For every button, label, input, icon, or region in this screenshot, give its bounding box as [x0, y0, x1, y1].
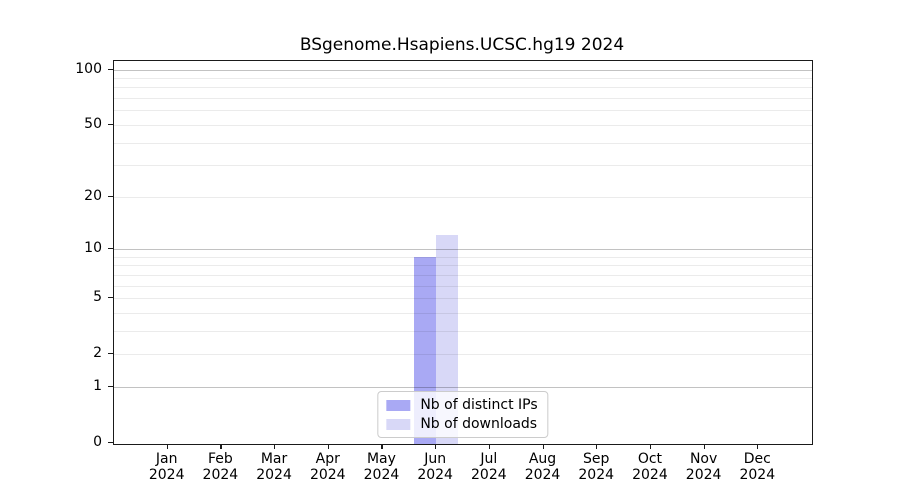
y-tick-mark — [108, 442, 113, 444]
x-tick-line: Dec — [743, 451, 771, 467]
x-tick-mark — [649, 445, 652, 449]
y-tick-mark — [108, 385, 113, 388]
x-tick-mark — [166, 445, 168, 449]
x-tick-label: Sep 2024 — [566, 451, 626, 483]
x-tick-label: Aug 2024 — [513, 451, 573, 483]
gridline-minor — [114, 124, 812, 126]
plot-area: Nb of distinct IPs Nb of downloads — [113, 60, 813, 445]
y-tick-label: 10 — [84, 239, 102, 256]
x-tick-line: Aug — [528, 451, 557, 467]
x-tick-label: Jan 2024 — [137, 451, 197, 483]
x-tick-line: 2024 — [202, 467, 239, 483]
x-tick-mark — [274, 445, 276, 449]
x-tick-mark — [381, 445, 383, 449]
legend-swatch — [386, 418, 411, 430]
x-tick-label: Oct 2024 — [620, 451, 680, 483]
x-tick-line: 2024 — [363, 467, 400, 483]
x-tick-mark — [542, 445, 544, 449]
x-tick-line: 2024 — [578, 467, 615, 483]
x-tick-mark — [703, 445, 705, 449]
x-tick-label: Jun 2024 — [405, 451, 465, 483]
x-tick-line: Mar — [260, 451, 288, 467]
y-tick-label: 100 — [75, 60, 102, 77]
legend-swatch — [386, 399, 411, 411]
chart-title: BSgenome.Hsapiens.UCSC.hg19 2024 — [299, 35, 625, 55]
x-tick-line: Feb — [207, 451, 233, 467]
gridline-major — [114, 69, 812, 71]
gridline-minor — [114, 298, 812, 300]
gridline-minor — [114, 256, 812, 258]
x-tick-line: Sep — [583, 451, 610, 467]
y-tick-mark — [108, 68, 113, 70]
y-tick-label: 5 — [93, 289, 102, 306]
gridline-minor — [114, 165, 812, 167]
x-tick-line: 2024 — [685, 467, 722, 483]
x-tick-line: 2024 — [739, 467, 776, 483]
x-tick-mark — [488, 445, 491, 449]
y-tick-mark — [108, 123, 113, 126]
x-tick-label: Jul 2024 — [459, 451, 519, 483]
y-tick-mark — [108, 297, 113, 299]
x-tick-mark — [220, 445, 222, 449]
gridline-minor — [114, 274, 812, 276]
x-tick-mark — [435, 445, 437, 449]
legend-item: Nb of downloads — [386, 416, 537, 432]
x-tick-line: 2024 — [632, 467, 668, 483]
x-tick-mark — [327, 445, 329, 449]
gridline-major — [114, 386, 812, 388]
gridline-minor — [114, 196, 812, 198]
x-tick-line: Nov — [689, 451, 718, 467]
x-tick-line: Oct — [637, 451, 663, 467]
gridline-minor — [114, 98, 812, 100]
x-tick-line: 2024 — [417, 467, 453, 483]
gridline-major — [114, 248, 812, 250]
gridline-minor — [114, 285, 812, 287]
x-tick-line: Jul — [480, 451, 498, 467]
gridline-minor — [114, 142, 812, 144]
x-tick-mark — [757, 445, 759, 449]
x-tick-label: May 2024 — [351, 451, 411, 483]
x-tick-line: 2024 — [309, 467, 346, 483]
x-tick-line: 2024 — [148, 467, 185, 483]
gridline-minor — [114, 265, 812, 267]
x-tick-label: Nov 2024 — [674, 451, 734, 483]
x-tick-line: Jan — [155, 451, 178, 467]
x-tick-line: Apr — [315, 451, 340, 467]
y-tick-label: 50 — [84, 115, 102, 132]
y-tick-label: 2 — [93, 345, 102, 362]
x-tick-label: Mar 2024 — [244, 451, 304, 483]
legend-item: Nb of distinct IPs — [386, 397, 538, 413]
legend: Nb of distinct IPs Nb of downloads — [377, 391, 549, 438]
y-tick-label: 0 — [93, 434, 102, 450]
y-tick-mark — [108, 247, 113, 250]
x-tick-label: Dec 2024 — [727, 451, 787, 483]
gridline-minor — [114, 87, 812, 89]
gridline-minor — [114, 78, 812, 80]
x-tick-line: 2024 — [524, 467, 561, 483]
x-tick-label: Feb 2024 — [190, 451, 250, 483]
y-tick-mark — [108, 353, 113, 355]
y-tick-label: 1 — [93, 377, 102, 394]
legend-label: Nb of downloads — [420, 416, 538, 432]
gridline-minor — [114, 312, 812, 314]
gridline-minor — [114, 330, 812, 332]
gridline-minor — [114, 110, 812, 112]
x-tick-mark — [596, 445, 598, 449]
x-tick-line: Jun — [424, 451, 447, 467]
x-tick-line: May — [366, 451, 396, 467]
y-tick-mark — [108, 195, 113, 197]
x-tick-label: Apr 2024 — [298, 451, 358, 483]
x-tick-line: 2024 — [256, 467, 292, 483]
x-tick-line: 2024 — [471, 467, 507, 483]
y-tick-label: 20 — [84, 187, 102, 204]
gridline-minor — [114, 354, 812, 356]
legend-label: Nb of distinct IPs — [420, 397, 538, 413]
